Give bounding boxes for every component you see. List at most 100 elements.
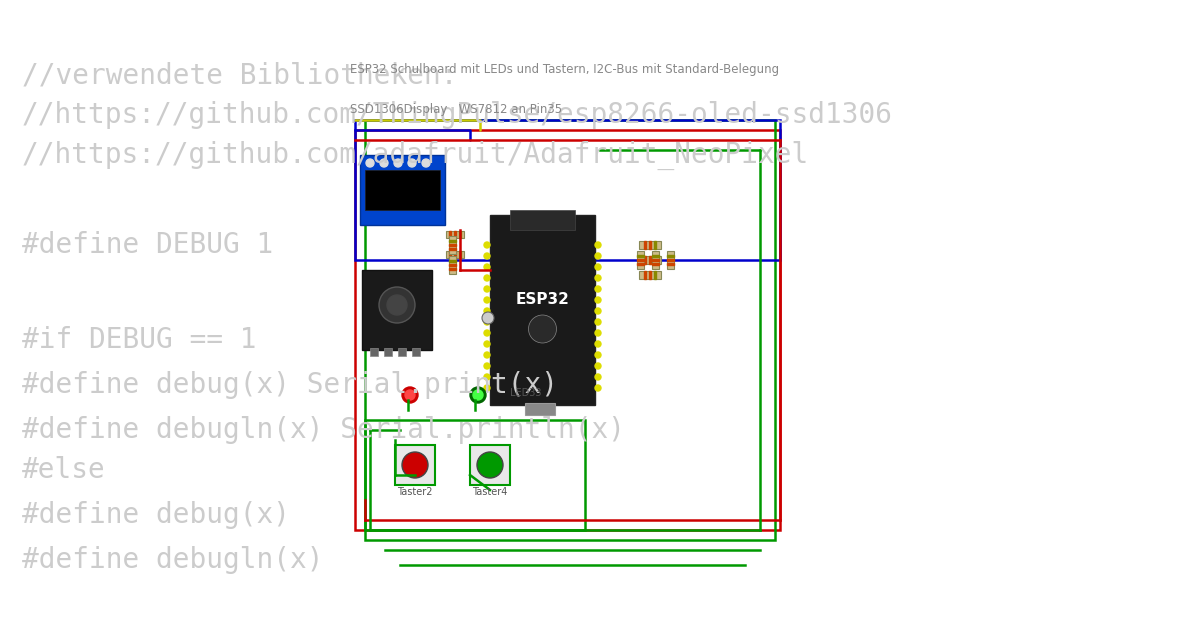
Bar	[449, 236, 456, 254]
Circle shape	[595, 363, 601, 369]
Bar	[654, 241, 656, 249]
Circle shape	[595, 264, 601, 270]
Bar	[365, 170, 440, 210]
Bar	[640, 241, 661, 249]
Text: LED33: LED33	[510, 388, 541, 398]
Circle shape	[595, 319, 601, 325]
Text: Taster4: Taster4	[473, 487, 508, 497]
Bar	[652, 251, 659, 269]
Bar	[449, 231, 451, 238]
Circle shape	[484, 363, 490, 369]
Circle shape	[394, 159, 402, 167]
Circle shape	[484, 286, 490, 292]
Circle shape	[366, 159, 374, 167]
Bar	[654, 271, 656, 279]
Circle shape	[595, 253, 601, 259]
Bar	[446, 251, 464, 258]
Circle shape	[595, 297, 601, 303]
Bar	[449, 244, 456, 246]
Circle shape	[406, 390, 415, 400]
Circle shape	[595, 341, 601, 347]
Bar	[458, 251, 461, 258]
Bar	[652, 263, 659, 265]
Circle shape	[408, 159, 416, 167]
Circle shape	[595, 286, 601, 292]
Text: #define debug(x) Serial.print(x): #define debug(x) Serial.print(x)	[22, 371, 558, 399]
Text: //verwendete Bibliotheken:: //verwendete Bibliotheken:	[22, 61, 457, 89]
Bar	[449, 264, 456, 266]
Circle shape	[595, 308, 601, 314]
Circle shape	[595, 242, 601, 248]
Circle shape	[470, 387, 486, 403]
Circle shape	[484, 275, 490, 281]
Circle shape	[595, 385, 601, 391]
Bar	[355, 130, 780, 530]
Circle shape	[484, 308, 490, 314]
Bar	[446, 231, 464, 238]
Circle shape	[380, 159, 388, 167]
Text: //https://github.com/ThingPulse/esp8266-oled-ssd1306: //https://github.com/ThingPulse/esp8266-…	[22, 101, 893, 129]
Circle shape	[422, 159, 430, 167]
Bar	[649, 241, 650, 249]
Text: //https://github.com/adafruit/Adafruit_NeoPixel: //https://github.com/adafruit/Adafruit_N…	[22, 140, 809, 169]
Bar	[449, 248, 456, 250]
Bar	[398, 348, 406, 356]
Bar	[652, 255, 659, 257]
Circle shape	[595, 374, 601, 380]
Circle shape	[595, 330, 601, 336]
Bar	[355, 120, 780, 260]
Bar	[644, 256, 646, 264]
Bar	[637, 251, 644, 269]
Text: Taster2: Taster2	[397, 487, 433, 497]
Bar	[449, 260, 456, 262]
Circle shape	[402, 387, 418, 403]
Bar	[412, 348, 420, 356]
Circle shape	[478, 452, 503, 478]
Circle shape	[484, 242, 490, 248]
Bar	[365, 120, 775, 540]
Text: #define debugln(x) Serial.println(x): #define debugln(x) Serial.println(x)	[22, 416, 625, 444]
Circle shape	[484, 319, 490, 325]
Bar	[644, 271, 646, 279]
Bar	[637, 263, 644, 265]
Bar	[526, 403, 554, 415]
Circle shape	[528, 315, 557, 343]
Bar	[384, 348, 392, 356]
Bar	[360, 155, 445, 225]
Bar	[667, 259, 674, 261]
Bar	[649, 256, 650, 264]
Bar	[362, 270, 432, 350]
Text: #else: #else	[22, 456, 106, 484]
Circle shape	[595, 352, 601, 358]
Bar	[449, 256, 456, 274]
Circle shape	[484, 330, 490, 336]
Text: SSD1306Display   WS7812 an Pin35: SSD1306Display WS7812 an Pin35	[350, 103, 562, 117]
Bar	[449, 240, 456, 242]
Bar	[654, 256, 656, 264]
Circle shape	[484, 385, 490, 391]
Bar	[667, 251, 674, 269]
Bar	[365, 420, 586, 530]
Circle shape	[379, 287, 415, 323]
Circle shape	[386, 295, 407, 315]
Bar	[667, 263, 674, 265]
Text: ESP32 Schulboard mit LEDs und Tastern, I2C-Bus mit Standard-Belegung: ESP32 Schulboard mit LEDs und Tastern, I…	[350, 64, 779, 76]
Bar	[637, 255, 644, 257]
Text: ESP32: ESP32	[516, 292, 570, 307]
Text: #if DEBUG == 1: #if DEBUG == 1	[22, 326, 257, 354]
Bar	[640, 256, 661, 264]
Circle shape	[595, 275, 601, 281]
Text: #define debugln(x): #define debugln(x)	[22, 546, 324, 574]
Bar	[640, 271, 661, 279]
Bar	[667, 255, 674, 257]
Bar	[644, 241, 646, 249]
Circle shape	[484, 297, 490, 303]
Circle shape	[484, 264, 490, 270]
Text: #define DEBUG 1: #define DEBUG 1	[22, 231, 274, 259]
Bar	[652, 259, 659, 261]
Bar	[449, 251, 451, 258]
Circle shape	[484, 253, 490, 259]
Bar	[454, 231, 456, 238]
Bar	[510, 210, 575, 230]
Bar	[470, 445, 510, 485]
